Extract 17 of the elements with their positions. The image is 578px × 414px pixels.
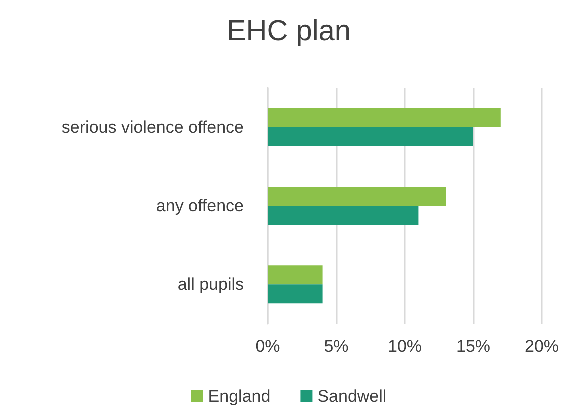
x-tick-label: 10% (388, 337, 422, 356)
x-tick-label: 0% (256, 337, 280, 356)
y-tick-label: all pupils (178, 275, 244, 294)
y-tick-label: serious violence offence (62, 118, 244, 137)
bar (268, 284, 323, 304)
bar (268, 127, 474, 146)
bar (268, 206, 419, 225)
legend-label: England (208, 387, 271, 406)
x-tick-label: 5% (324, 337, 349, 356)
bar (268, 187, 446, 206)
chart-title: EHC plan (226, 16, 352, 48)
legend-label: Sandwell (318, 387, 387, 406)
bar (268, 266, 323, 285)
y-tick-label: any offence (156, 196, 244, 216)
x-tick-label: 15% (456, 337, 491, 356)
x-tick-label: 20% (524, 337, 560, 356)
bar (268, 108, 501, 128)
